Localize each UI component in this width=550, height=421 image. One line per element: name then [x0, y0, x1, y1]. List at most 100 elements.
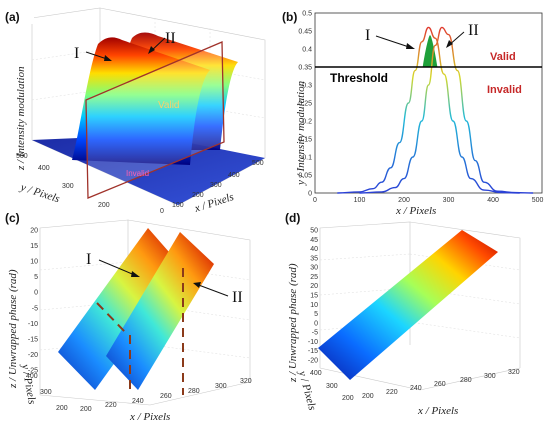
- panel-d-label: (d): [285, 211, 300, 225]
- panel-a-invalid-label: Invalid: [126, 169, 149, 178]
- panel-b-x-axis-label: x / Pixels: [395, 205, 436, 217]
- panel-a: I II Valid Invalid 0 100 200 300 400 500…: [4, 7, 266, 215]
- panel-d-z-tick-label: -5: [312, 330, 318, 337]
- panel-d-x-axis-label: x / Pixels: [417, 405, 458, 417]
- panel-b-y-tick-label: 0.1: [302, 155, 312, 162]
- panel-b-y-tick-label: 0.15: [298, 137, 312, 144]
- panel-a-z-axis-label: z / Intensity modulation: [15, 66, 27, 171]
- panel-b-threshold-label: Threshold: [330, 71, 388, 85]
- panel-d-z-axis-label: z / Unwrapped phase (rad): [287, 263, 299, 383]
- svg-text:500: 500: [16, 153, 28, 160]
- panel-b-x-tick-label: 0: [313, 197, 317, 204]
- svg-text:320: 320: [508, 369, 520, 376]
- panel-b-valid-label: Valid: [490, 51, 516, 63]
- panel-a-marker-2: II: [165, 30, 176, 47]
- panel-b-y-tick-label: 0.45: [298, 29, 312, 36]
- panel-b-y-tick-label: 0.05: [298, 173, 312, 180]
- panel-b-x-tick-label: 500: [532, 197, 544, 204]
- panel-c-z-tick-label: -25: [28, 368, 38, 375]
- panel-c-surface-1: [58, 228, 183, 390]
- panel-c-z-tick-label: 0: [34, 290, 38, 297]
- svg-text:300: 300: [40, 389, 52, 396]
- panel-a-x-ticks: 0 100 200 300 400 500: [160, 160, 264, 215]
- panel-b-marker-1: I: [365, 27, 370, 44]
- panel-a-arrowhead-2: [148, 46, 155, 54]
- panel-d-y-ticks: 400 300 200: [310, 370, 354, 402]
- panel-c-z-tick-label: -20: [28, 352, 38, 359]
- panel-c-arrow-1: [98, 259, 138, 277]
- svg-text:220: 220: [386, 389, 398, 396]
- panel-c-z-axis-label: z / Unwrapped phase (rad): [7, 269, 19, 389]
- panel-a-ridge-1: [72, 37, 210, 165]
- panel-b-label: (b): [282, 10, 297, 24]
- svg-text:260: 260: [160, 393, 172, 400]
- panel-c-z-tick-label: -5: [32, 305, 38, 312]
- panel-a-marker-1: I: [74, 45, 79, 62]
- svg-text:220: 220: [105, 402, 117, 409]
- svg-text:400: 400: [310, 370, 322, 377]
- svg-text:240: 240: [410, 385, 422, 392]
- panel-d-z-tick-label: 5: [314, 311, 318, 318]
- panel-b: 0 0.05 0.1 0.15 0.2 0.25 0.3 0.35 0.4 0.45 0.5 0 10…: [282, 10, 543, 217]
- panel-c-marker-2: II: [232, 289, 243, 306]
- panel-b-y-tick-label: 0.2: [302, 119, 312, 126]
- panel-b-x-tick-label: 100: [354, 197, 366, 204]
- panel-d-z-tick-label: -15: [308, 348, 318, 355]
- panel-b-y-tick-label: 0.25: [298, 101, 312, 108]
- panel-c-dashed-cut-1: [96, 302, 129, 336]
- panel-a-y-ticks: 200 300 400 500: [16, 153, 110, 209]
- panel-d-z-tick-label: 30: [310, 265, 318, 272]
- panel-b-x-tick-label: 400: [487, 197, 499, 204]
- panel-b-curve-2: [359, 26, 534, 194]
- panel-a-threshold-plane: [85, 41, 225, 199]
- svg-text:300: 300: [62, 183, 74, 190]
- panel-d-z-tick-label: -10: [308, 339, 318, 346]
- panel-c-z-ticks: 20 15 10 5 0 -5 -10 -15 -20 -25: [28, 228, 38, 375]
- svg-text:0: 0: [160, 208, 164, 215]
- svg-text:260: 260: [434, 381, 446, 388]
- panel-b-y-tick-label: 0.4: [302, 47, 312, 54]
- panel-c-surface-2: [106, 232, 214, 390]
- panel-d-z-tick-label: 25: [310, 274, 318, 281]
- panel-a-y-axis-label: y / Pixels: [18, 181, 61, 205]
- panel-a-arrowhead-1: [104, 55, 112, 61]
- svg-text:280: 280: [460, 377, 472, 384]
- svg-text:400: 400: [38, 165, 50, 172]
- panel-d-z-tick-label: 40: [310, 246, 318, 253]
- panel-b-invalid-label: Invalid: [487, 84, 522, 96]
- svg-text:400: 400: [26, 373, 38, 380]
- panel-b-x-ticks: 0 100 200 300 400 500: [313, 197, 543, 204]
- panel-c-z-tick-label: 10: [30, 259, 38, 266]
- svg-text:320: 320: [240, 378, 252, 385]
- panel-b-arrow-1: [375, 35, 413, 49]
- panel-b-y-tick-label: 0.35: [298, 65, 312, 72]
- svg-text:500: 500: [252, 160, 264, 167]
- panel-b-x-tick-label: 200: [398, 197, 410, 204]
- svg-text:240: 240: [132, 398, 144, 405]
- panel-c-arrowhead-2: [193, 282, 201, 288]
- panel-b-x-tick-label: 300: [443, 197, 455, 204]
- panel-c-arrowhead-1: [131, 271, 140, 277]
- panel-b-y-ticks: 0 0.05 0.1 0.15 0.2 0.25 0.3 0.35 0.4 0.45 0.5: [298, 11, 312, 198]
- panel-b-y-tick-label: 0: [308, 191, 312, 198]
- svg-text:200: 200: [80, 406, 92, 413]
- svg-text:300: 300: [484, 373, 496, 380]
- panel-d-z-tick-label: 50: [310, 228, 318, 235]
- panel-d-z-tick-label: -20: [308, 358, 318, 365]
- panel-c-label: (c): [5, 211, 20, 225]
- panel-c-x-ticks: 200 220 240 260 280 300 320: [80, 378, 252, 413]
- svg-text:100: 100: [172, 202, 184, 209]
- svg-text:200: 200: [56, 405, 68, 412]
- panel-a-label: (a): [5, 10, 20, 24]
- panel-c-z-tick-label: -15: [28, 336, 38, 343]
- panel-d-surface: [318, 230, 498, 380]
- panel-c-x-axis-label: x / Pixels: [129, 411, 170, 421]
- panel-d-x-ticks: 200 220 240 260 280 300 320: [362, 369, 520, 400]
- panel-b-y-axis-label: y / Intensity modulation: [295, 80, 307, 186]
- panel-d-z-tick-label: 35: [310, 255, 318, 262]
- panel-c-marker-1: I: [86, 251, 91, 268]
- panel-b-curve-1: [337, 26, 520, 194]
- panel-c-y-ticks: 400 300 200: [26, 373, 68, 412]
